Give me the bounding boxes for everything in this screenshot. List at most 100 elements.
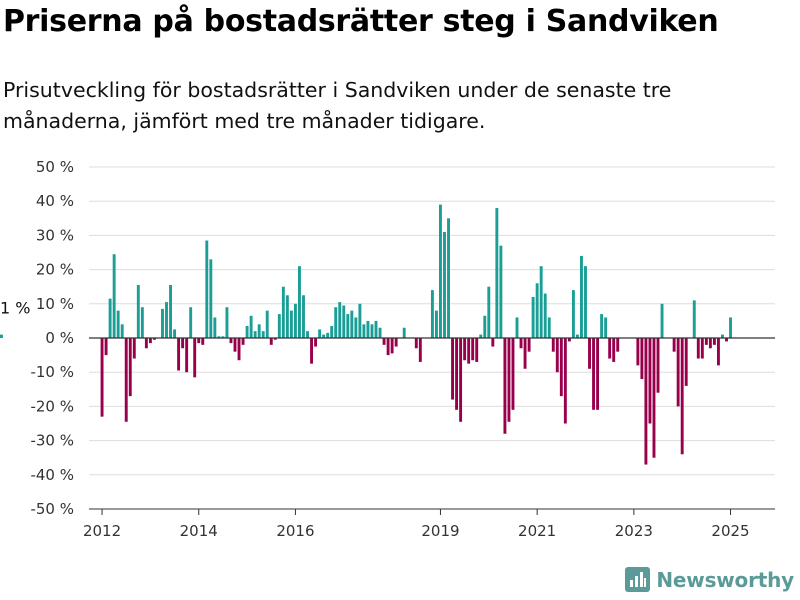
bar	[161, 308, 164, 338]
bar	[116, 310, 120, 338]
bar	[124, 338, 128, 422]
bar	[140, 307, 144, 338]
bar	[660, 303, 664, 338]
bar	[386, 338, 390, 356]
bar	[539, 266, 543, 338]
newsworthy-logo: Newsworthy	[625, 567, 794, 592]
bar	[261, 331, 265, 338]
logo-text: Newsworthy	[656, 567, 794, 592]
bar	[185, 338, 189, 373]
bar	[608, 338, 612, 359]
bar	[229, 338, 233, 344]
bar	[704, 338, 708, 345]
bar	[350, 310, 354, 338]
bar	[507, 338, 511, 422]
bar	[148, 338, 152, 344]
bar	[648, 338, 652, 424]
bar	[201, 338, 205, 345]
bar	[414, 338, 418, 349]
bar	[281, 286, 285, 338]
bar	[285, 295, 289, 338]
bar	[302, 295, 305, 338]
bars	[0, 204, 732, 465]
bar	[209, 259, 213, 338]
bar	[181, 338, 185, 349]
bar	[708, 338, 712, 349]
bar	[100, 338, 104, 417]
bar	[439, 204, 442, 338]
bar	[692, 300, 696, 338]
y-tick-label: 40 %	[36, 192, 74, 210]
x-tick-label: 2014	[180, 522, 218, 540]
bar	[729, 317, 732, 338]
bar	[463, 338, 467, 361]
bar	[334, 307, 338, 338]
bar	[189, 307, 193, 338]
y-tick-label: -10 %	[30, 363, 74, 381]
bar	[580, 255, 583, 338]
bar	[370, 324, 374, 338]
bar	[684, 338, 688, 386]
bar	[499, 245, 503, 338]
bar	[338, 302, 342, 338]
bar	[672, 338, 676, 352]
bar	[434, 310, 438, 338]
bar	[721, 334, 724, 338]
y-tick-label: 30 %	[36, 226, 74, 244]
bar	[330, 326, 334, 338]
bar	[213, 317, 217, 338]
bar	[144, 338, 148, 349]
bar	[584, 266, 587, 338]
bar	[132, 338, 136, 359]
y-tick-label: 10 %	[36, 295, 74, 313]
bar	[604, 317, 608, 338]
x-tick-label: 2023	[615, 522, 653, 540]
bar-chart: 50 % 40 % 30 % 20 % 10 % 0 % -10 % -20 % -30 % -4…	[0, 158, 775, 540]
bar	[298, 266, 301, 338]
bar	[471, 338, 475, 361]
bar	[600, 314, 604, 338]
bar	[241, 338, 245, 345]
bar	[547, 317, 551, 338]
bar	[519, 338, 523, 349]
bar	[515, 317, 519, 338]
bar	[418, 338, 422, 362]
bar	[245, 326, 249, 338]
bar	[559, 338, 563, 397]
bar	[306, 331, 309, 338]
bar	[112, 254, 116, 338]
y-tick-label: -20 %	[30, 397, 74, 415]
y-tick-label: -30 %	[30, 432, 74, 450]
x-tick-label: 2012	[83, 522, 121, 540]
x-tick-label: 2025	[711, 522, 749, 540]
bar	[696, 338, 700, 359]
y-tick-label: 20 %	[36, 261, 74, 279]
bar	[430, 290, 434, 338]
bar	[527, 338, 531, 352]
bar	[249, 315, 253, 338]
bar	[390, 338, 394, 354]
bar	[152, 338, 156, 340]
bar	[169, 284, 172, 338]
bar	[128, 338, 132, 397]
chart-subtitle: Prisutveckling för bostadsrätter i Sandv…	[3, 78, 672, 133]
bar	[253, 331, 257, 338]
bar	[459, 338, 463, 422]
bar	[551, 338, 555, 352]
bar	[402, 327, 406, 338]
last-value-annotation: 1 %	[0, 299, 30, 318]
chart-title: Priserna på bostadsrätter steg i Sandvik…	[3, 4, 719, 39]
bar	[293, 303, 297, 338]
bar	[447, 218, 450, 338]
bar	[483, 315, 487, 338]
bar	[725, 338, 728, 342]
bar	[269, 338, 273, 345]
bar	[378, 327, 382, 338]
bar	[467, 338, 471, 364]
bar	[225, 307, 229, 338]
bar	[322, 334, 326, 338]
bar	[588, 338, 591, 369]
bar	[531, 296, 535, 338]
bar	[394, 338, 398, 347]
bar	[314, 338, 318, 347]
